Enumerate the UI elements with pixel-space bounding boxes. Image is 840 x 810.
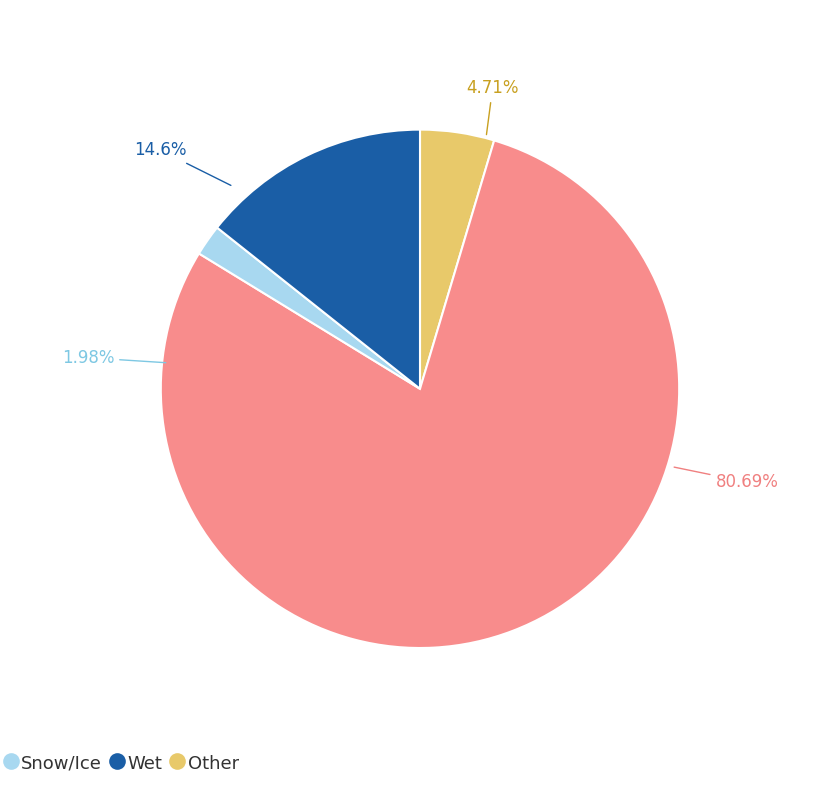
Wedge shape [420,130,494,389]
Wedge shape [199,228,420,389]
Legend: Dry, Snow/Ice, Wet, Other: Dry, Snow/Ice, Wet, Other [0,744,248,782]
Text: 1.98%: 1.98% [61,348,165,367]
Wedge shape [160,140,680,648]
Text: 80.69%: 80.69% [675,467,779,491]
Text: 14.6%: 14.6% [134,141,231,185]
Wedge shape [217,130,420,389]
Text: 4.71%: 4.71% [466,79,519,134]
